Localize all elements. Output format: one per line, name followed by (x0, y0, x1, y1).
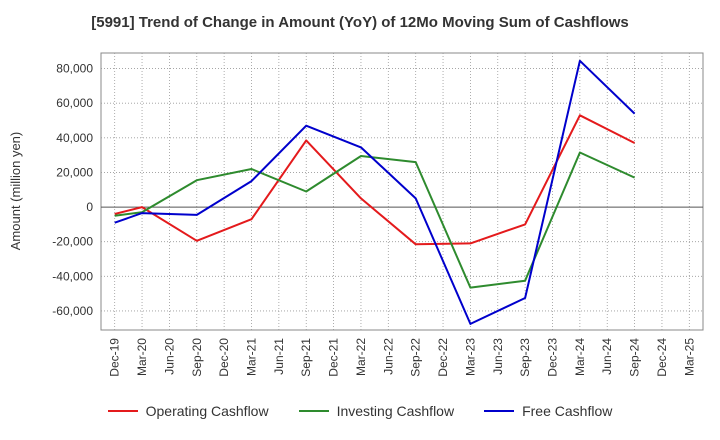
x-tick-label: Dec-22 (436, 338, 450, 377)
legend-label: Operating Cashflow (145, 403, 269, 419)
x-tick-label: Dec-19 (108, 338, 122, 377)
y-tick-label: -60,000 (52, 304, 93, 318)
x-tick-label: Dec-24 (655, 338, 669, 377)
legend-swatch (107, 410, 138, 412)
x-tick-label: Jun-24 (600, 338, 614, 375)
legend-label: Investing Cashflow (336, 403, 455, 419)
x-tick-label: Mar-25 (682, 338, 696, 376)
plot-area (100, 52, 704, 331)
series-line-operating-cashflow (114, 114, 636, 246)
y-tick-label: 40,000 (56, 131, 93, 145)
x-tick-label: Sep-21 (299, 338, 313, 377)
legend-item-free-cashflow: Free Cashflow (484, 403, 612, 419)
legend-item-operating-cashflow: Operating Cashflow (107, 403, 269, 419)
x-tick-label: Sep-24 (628, 338, 642, 377)
x-tick-label: Dec-23 (546, 338, 560, 377)
legend-swatch (298, 410, 329, 412)
y-tick-label: 60,000 (56, 96, 93, 110)
x-tick-labels: Dec-19 Mar-20 Jun-20 Sep-20 Dec-20 Mar-21 Jun-… (108, 338, 697, 377)
y-axis-label: Amount (million yen) (8, 132, 23, 251)
y-tick-label: -20,000 (52, 235, 93, 249)
legend-item-investing-cashflow: Investing Cashflow (298, 403, 455, 419)
x-tick-label: Jun-22 (381, 338, 395, 375)
x-tick-label: Sep-22 (409, 338, 423, 377)
y-tick-label: 80,000 (56, 62, 93, 76)
chart-title: [5991] Trend of Change in Amount (YoY) o… (91, 14, 629, 31)
y-tick-labels: 80,000 60,000 40,000 20,000 0 -20,000 -40,000 -… (52, 62, 93, 318)
x-tick-label: Sep-20 (190, 338, 204, 377)
legend-swatch (484, 410, 515, 412)
x-tick-label: Mar-24 (573, 338, 587, 376)
x-tick-label: Mar-22 (354, 338, 368, 376)
y-tick-label: 20,000 (56, 165, 93, 179)
y-tick-label: 0 (86, 200, 93, 214)
x-tick-label: Mar-20 (135, 338, 149, 376)
x-tick-label: Jun-20 (162, 338, 176, 375)
legend-label: Free Cashflow (522, 403, 613, 419)
series-line-free-cashflow (114, 59, 636, 325)
series-lines (114, 59, 636, 325)
legend: Operating Cashflow Investing Cashflow Free… (0, 403, 720, 419)
series-line-investing-cashflow (114, 151, 636, 289)
x-tick-label: Mar-21 (245, 338, 259, 376)
x-tick-label: Jun-23 (491, 338, 505, 375)
x-tick-label: Mar-23 (463, 338, 477, 376)
x-tick-label: Dec-21 (327, 338, 341, 377)
x-tick-label: Sep-23 (518, 338, 532, 377)
x-tick-label: Dec-20 (217, 338, 231, 377)
grid-lines (101, 53, 703, 330)
y-tick-label: -40,000 (52, 269, 93, 283)
x-tick-label: Jun-21 (272, 338, 286, 375)
